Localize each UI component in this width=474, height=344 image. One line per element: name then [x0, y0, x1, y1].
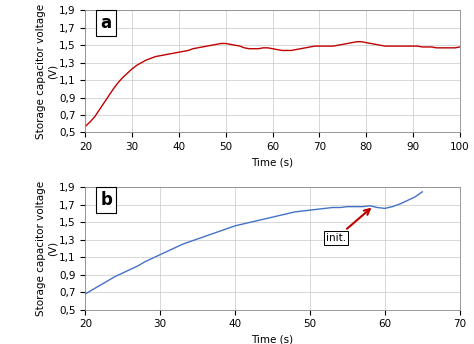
Y-axis label: Storage capacitor voltage
(V): Storage capacitor voltage (V): [36, 4, 57, 139]
Text: b: b: [100, 191, 112, 209]
Y-axis label: Storage capacitor voltage
(V): Storage capacitor voltage (V): [36, 181, 57, 316]
X-axis label: Time (s): Time (s): [252, 335, 293, 344]
Text: init.: init.: [326, 209, 370, 243]
X-axis label: Time (s): Time (s): [252, 158, 293, 168]
Text: a: a: [100, 14, 111, 32]
